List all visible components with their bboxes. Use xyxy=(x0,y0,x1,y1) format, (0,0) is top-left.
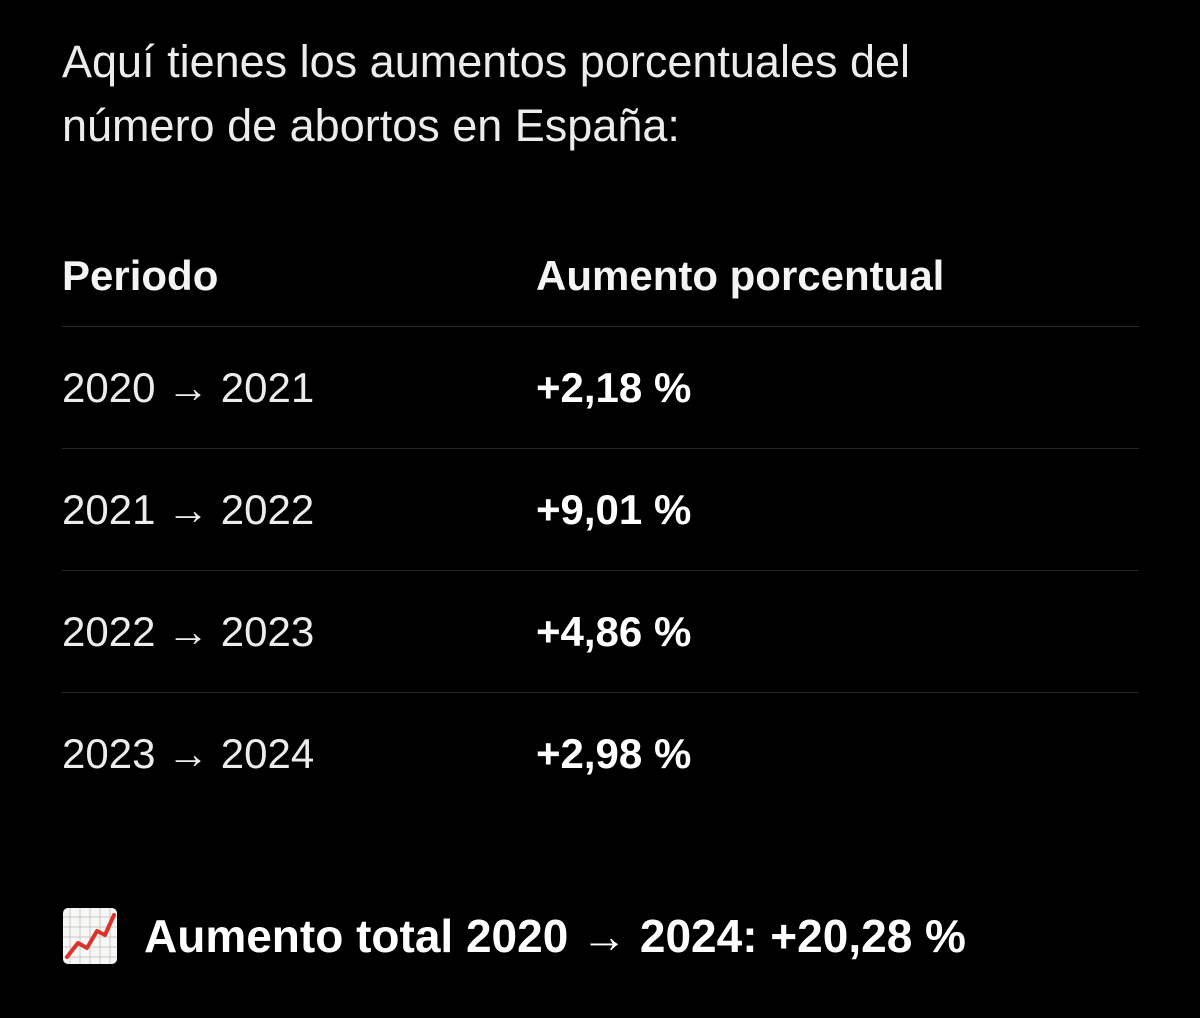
intro-text: Aquí tienes los aumentos porcentuales de… xyxy=(62,30,1142,158)
cell-period: 2021 → 2022 xyxy=(62,485,315,533)
cell-increase: +9,01 % xyxy=(536,485,692,533)
chart-increasing-icon xyxy=(63,908,117,964)
cell-period: 2023 → 2024 xyxy=(62,729,315,777)
cell-increase: +2,98 % xyxy=(536,729,692,777)
intro-line-1: Aquí tienes los aumentos porcentuales de… xyxy=(62,36,911,87)
total-increase-summary: Aumento total 2020 → 2024: +20,28 % xyxy=(62,896,966,976)
table-row: 2022 → 2023 +4,86 % xyxy=(62,571,1139,693)
table-row: 2021 → 2022 +9,01 % xyxy=(62,449,1139,571)
percent-increase-table: Periodo Aumento porcentual 2020 → 2021 +… xyxy=(62,226,1139,814)
total-text: Aumento total 2020 → 2024: +20,28 % xyxy=(144,910,966,962)
table-header: Periodo Aumento porcentual xyxy=(62,226,1139,327)
cell-increase: +2,18 % xyxy=(536,363,692,411)
header-period: Periodo xyxy=(62,252,219,299)
intro-line-2: número de abortos en España: xyxy=(62,100,680,151)
header-increase: Aumento porcentual xyxy=(536,252,945,299)
cell-increase: +4,86 % xyxy=(536,607,692,655)
cell-period: 2022 → 2023 xyxy=(62,607,315,655)
table-row: 2023 → 2024 +2,98 % xyxy=(62,693,1139,814)
table-row: 2020 → 2021 +2,18 % xyxy=(62,327,1139,449)
cell-period: 2020 → 2021 xyxy=(62,363,315,411)
